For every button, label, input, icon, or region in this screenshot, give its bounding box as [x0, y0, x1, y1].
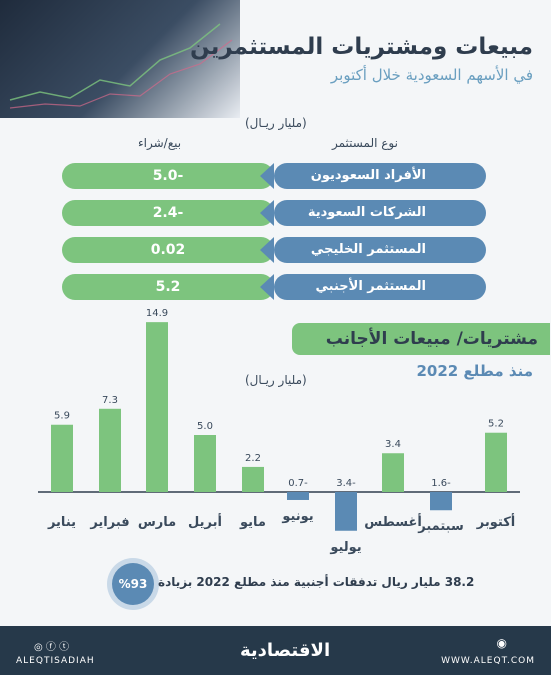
bar	[194, 435, 216, 492]
table-row-label: المستثمر الأجنبي	[260, 274, 486, 300]
bar-value-label: 0.7-	[288, 478, 308, 489]
bar	[146, 322, 168, 492]
table-row-value: 5.2	[62, 274, 274, 300]
table-row-label: الأفراد السعوديون	[260, 163, 486, 189]
category-label: يناير	[47, 515, 76, 530]
bar-value-label: 14.9	[146, 308, 168, 319]
note-text: 38.2 مليار ريال تدفقات أجنبية منذ مطلع 2…	[158, 575, 475, 589]
table-row-label: المستثمر الخليجي	[260, 237, 486, 263]
increase-badge: %93	[112, 563, 154, 605]
bar-value-label: 5.2	[488, 419, 504, 430]
social-handle: ALEQTISADIAH	[16, 656, 95, 666]
category-label: أبريل	[188, 513, 222, 530]
bar	[430, 492, 452, 511]
page-subtitle: في الأسهم السعودية خلال أكتوبر	[330, 66, 533, 84]
chart-section-subtitle: منذ مطلع 2022	[416, 362, 533, 380]
table-row-value: 0.02	[62, 237, 274, 263]
bar	[287, 492, 309, 500]
globe-icon: ◉	[496, 636, 507, 650]
category-label: أكتوبر	[476, 513, 515, 530]
bar	[485, 432, 507, 492]
category-label: يوليو	[329, 540, 361, 555]
table-row-value: 5.0-	[62, 163, 274, 189]
bar	[242, 466, 264, 492]
category-label: مايو	[239, 515, 266, 530]
category-label: أغسطس	[364, 513, 422, 530]
bar	[51, 424, 73, 492]
category-label: مارس	[138, 515, 176, 530]
social-icons: ◎ ⓕ ⓣ	[34, 642, 70, 653]
bar	[382, 453, 404, 492]
category-label: يونيو	[281, 509, 313, 524]
bar-value-label: 3.4-	[336, 478, 356, 489]
category-label: سبتمبر	[417, 519, 464, 534]
column-header-value: بيع/شراء	[138, 136, 182, 150]
chart-unit: (مليار ريـال)	[245, 373, 307, 387]
candlestick-decoration	[9, 23, 233, 109]
stock-chart-banner-image	[0, 0, 240, 118]
bar-value-label: 3.4	[385, 439, 401, 450]
category-label: فبراير	[89, 515, 129, 530]
footer: ◎ ⓕ ⓣ ALEQTISADIAH الاقتصادية ◉ WWW.ALEQ…	[0, 626, 551, 675]
table-row-label: الشركات السعودية	[260, 200, 486, 226]
column-header-investor: نوع المستثمر	[332, 136, 398, 150]
website-link[interactable]: WWW.ALEQT.COM	[441, 656, 535, 666]
bar-value-label: 5.0	[197, 421, 213, 432]
bar-value-label: 7.3	[102, 395, 118, 406]
brand-logo: الاقتصادية	[240, 640, 331, 661]
bar-value-label: 2.2	[245, 453, 261, 464]
table-unit: (مليار ريـال)	[245, 116, 307, 130]
page-title: مبيعات ومشتريات المستثمرين	[190, 34, 533, 60]
chart-section-title: مشتريات/ مبيعات الأجانب	[292, 323, 550, 355]
bar	[99, 408, 121, 492]
table-row-value: 2.4-	[62, 200, 274, 226]
bar-value-label: 5.9	[54, 411, 70, 422]
bar	[335, 492, 357, 531]
bar-value-label: 1.6-	[431, 478, 451, 489]
foreign-flows-bar-chart: 5.9 يناير 7.3 فبراير 14.9 مارس 5.0 أبريل 2.2 مايو…	[38, 308, 520, 555]
